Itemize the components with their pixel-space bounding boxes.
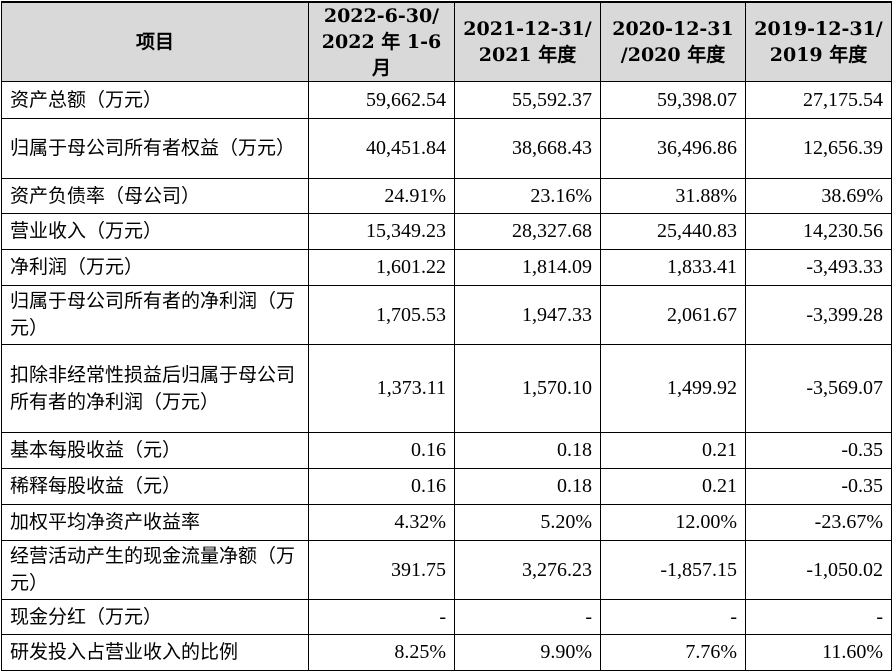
row-value: 24.91%: [308, 178, 455, 214]
table-row: 基本每股收益（元） 0.16 0.18 0.21 -0.35: [1, 432, 892, 469]
table-header-row: 项目 2022-6-30/2022 年 1-6 月 2021-12-31/202…: [1, 1, 892, 82]
row-label: 现金分红（万元）: [1, 599, 309, 635]
row-label: 归属于母公司所有者的净利润（万元）: [1, 285, 309, 345]
row-value: 28,327.68: [454, 213, 601, 250]
row-value: 0.16: [308, 468, 455, 505]
row-label: 净利润（万元）: [1, 249, 309, 286]
row-value: 1,705.53: [308, 285, 455, 345]
row-label: 研发投入占营业收入的比例: [1, 634, 309, 671]
row-value: 2,061.67: [600, 285, 746, 345]
table-row: 现金分红（万元） - - - -: [1, 599, 892, 635]
table-row: 归属于母公司所有者权益（万元） 40,451.84 38,668.43 36,496.…: [1, 118, 892, 179]
row-value: 1,570.10: [454, 344, 601, 433]
row-label: 加权平均净资产收益率: [1, 504, 309, 541]
row-value: 5.20%: [454, 504, 601, 541]
row-value: -: [745, 599, 892, 635]
header-item: 项目: [1, 1, 309, 82]
table-row: 经营活动产生的现金流量净额（万元） 391.75 3,276.23 -1,857.15…: [1, 540, 892, 600]
row-value: 0.18: [454, 432, 601, 469]
row-value: 1,833.41: [600, 249, 746, 286]
row-label: 营业收入（万元）: [1, 213, 309, 250]
table-row: 研发投入占营业收入的比例 8.25% 9.90% 7.76% 11.60%: [1, 634, 892, 671]
row-value: -0.35: [745, 468, 892, 505]
row-value: 59,398.07: [600, 81, 746, 119]
row-value: 0.16: [308, 432, 455, 469]
row-value: -: [308, 599, 455, 635]
row-value: 12,656.39: [745, 118, 892, 179]
row-value: 36,496.86: [600, 118, 746, 179]
header-period-2021: 2021-12-31/2021 年度: [454, 1, 601, 82]
row-value: 11.60%: [745, 634, 892, 671]
row-value: 15,349.23: [308, 213, 455, 250]
header-period-2022h1: 2022-6-30/2022 年 1-6 月: [308, 1, 455, 82]
row-value: 391.75: [308, 540, 455, 600]
row-value: -0.35: [745, 432, 892, 469]
row-value: 31.88%: [600, 178, 746, 214]
table-row: 扣除非经常性损益后归属于母公司所有者的净利润（万元） 1,373.11 1,570.…: [1, 344, 892, 433]
row-value: 27,175.54: [745, 81, 892, 119]
row-value: 7.76%: [600, 634, 746, 671]
row-value: -: [600, 599, 746, 635]
table-body: 资产总额（万元） 59,662.54 55,592.37 59,398.07 27,17…: [1, 81, 892, 671]
row-label: 稀释每股收益（元）: [1, 468, 309, 505]
row-value: 55,592.37: [454, 81, 601, 119]
header-period-2019: 2019-12-31/2019 年度: [745, 1, 892, 82]
row-value: 1,601.22: [308, 249, 455, 286]
table-row: 加权平均净资产收益率 4.32% 5.20% 12.00% -23.67%: [1, 504, 892, 541]
row-value: 3,276.23: [454, 540, 601, 600]
row-value: 1,814.09: [454, 249, 601, 286]
table-row: 净利润（万元） 1,601.22 1,814.09 1,833.41 -3,493.33: [1, 249, 892, 286]
row-label: 经营活动产生的现金流量净额（万元）: [1, 540, 309, 600]
row-value: -1,857.15: [600, 540, 746, 600]
row-value: -3,399.28: [745, 285, 892, 345]
row-value: 8.25%: [308, 634, 455, 671]
row-value: 0.21: [600, 468, 746, 505]
row-value: 4.32%: [308, 504, 455, 541]
row-value: 0.21: [600, 432, 746, 469]
table-row: 资产负债率（母公司） 24.91% 23.16% 31.88% 38.69%: [1, 178, 892, 214]
row-value: 14,230.56: [745, 213, 892, 250]
row-value: -3,569.07: [745, 344, 892, 433]
row-value: 40,451.84: [308, 118, 455, 179]
table-row: 资产总额（万元） 59,662.54 55,592.37 59,398.07 27,17…: [1, 81, 892, 119]
row-value: 23.16%: [454, 178, 601, 214]
row-value: 38.69%: [745, 178, 892, 214]
row-value: 1,373.11: [308, 344, 455, 433]
row-value: -1,050.02: [745, 540, 892, 600]
table-row: 归属于母公司所有者的净利润（万元） 1,705.53 1,947.33 2,061.6…: [1, 285, 892, 345]
row-value: 9.90%: [454, 634, 601, 671]
row-value: -23.67%: [745, 504, 892, 541]
header-period-2020: 2020-12-31/2020 年度: [600, 1, 746, 82]
row-value: 25,440.83: [600, 213, 746, 250]
row-label: 资产负债率（母公司）: [1, 178, 309, 214]
row-label: 归属于母公司所有者权益（万元）: [1, 118, 309, 179]
row-value: -3,493.33: [745, 249, 892, 286]
row-value: 59,662.54: [308, 81, 455, 119]
row-value: 1,947.33: [454, 285, 601, 345]
table-row: 营业收入（万元） 15,349.23 28,327.68 25,440.83 14,23…: [1, 213, 892, 250]
row-value: 38,668.43: [454, 118, 601, 179]
row-label: 资产总额（万元）: [1, 81, 309, 119]
table-row: 稀释每股收益（元） 0.16 0.18 0.21 -0.35: [1, 468, 892, 505]
row-value: 0.18: [454, 468, 601, 505]
row-label: 基本每股收益（元）: [1, 432, 309, 469]
row-label: 扣除非经常性损益后归属于母公司所有者的净利润（万元）: [1, 344, 309, 433]
row-value: 1,499.92: [600, 344, 746, 433]
row-value: 12.00%: [600, 504, 746, 541]
row-value: -: [454, 599, 601, 635]
